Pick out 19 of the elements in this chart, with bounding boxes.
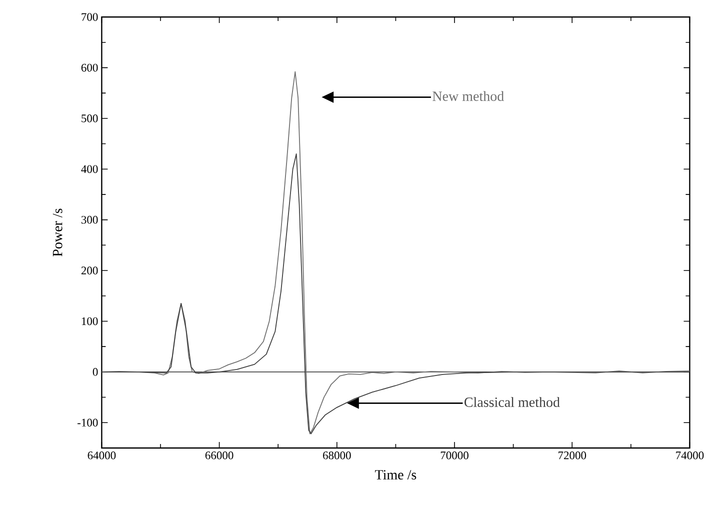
y-tick-label: 300	[81, 216, 98, 224]
x-tick-label: 68000	[323, 452, 351, 460]
x-axis-title: Time /s	[375, 470, 416, 480]
x-tick-label: 64000	[88, 452, 116, 460]
y-tick-label: 100	[82, 317, 98, 326]
x-tick-label: 74000	[676, 452, 704, 460]
x-tick-label: 72000	[558, 452, 586, 460]
text: New method	[432, 91, 504, 101]
y-axis-title: Power /s	[52, 208, 62, 256]
y-tick-label: 400	[81, 165, 98, 173]
y-tick-label: 700	[82, 13, 98, 21]
y-tick-label: 600	[81, 64, 98, 72]
series-label: Classical method	[464, 397, 560, 407]
y-tick-label: 200	[81, 266, 98, 274]
x-tick-label: 66000	[205, 452, 234, 460]
y-tick-label: -100	[78, 418, 98, 427]
x-tick-label: 70000	[440, 452, 468, 460]
y-tick-label: 500	[82, 114, 98, 122]
y-tick-label: 0	[92, 368, 98, 376]
